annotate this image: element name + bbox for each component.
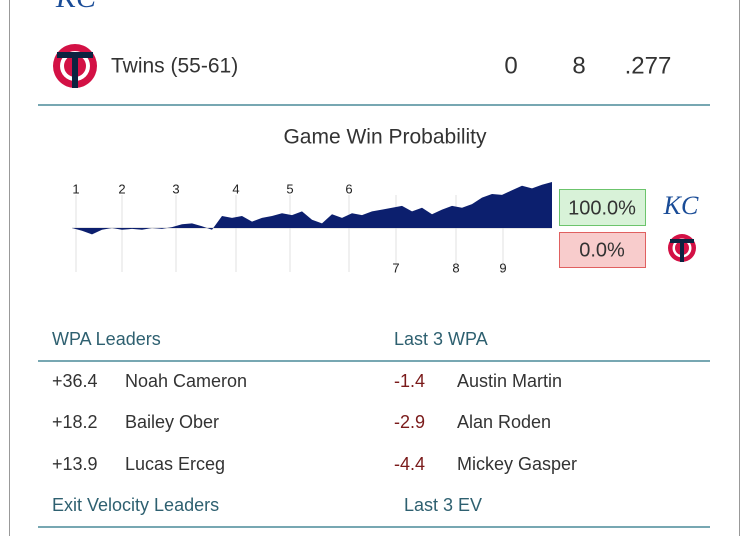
inning-label: 9 — [499, 260, 506, 275]
inning-label: 1 — [72, 181, 79, 196]
away-box — [559, 232, 646, 268]
player-name: Mickey Gasper — [457, 454, 577, 474]
wpa-rows: +36.4 Noah Cameron +18.2 Bailey Ober +13.9 Lu… — [52, 371, 577, 474]
home-prob: 100.0% — [568, 197, 636, 219]
last-wpa-title: Last 3 WPA — [394, 329, 488, 349]
inning-label: 2 — [118, 181, 125, 196]
royals-logo-small: KC — [663, 191, 699, 220]
twins-logo-small — [668, 234, 696, 262]
away-prob: 0.0% — [579, 239, 625, 261]
wpa-value: +36.4 — [52, 371, 98, 391]
last-ev-title: Last 3 EV — [404, 495, 482, 515]
inning-label: 5 — [286, 181, 293, 196]
home-box — [559, 189, 646, 226]
wpa-value: -2.9 — [394, 412, 425, 432]
player-name: Alan Roden — [457, 412, 551, 432]
inning-label: 8 — [452, 260, 459, 275]
inning-label: 4 — [232, 181, 239, 196]
wpa-value: +18.2 — [52, 412, 98, 432]
hits: 8 — [572, 52, 585, 79]
inning-label: 7 — [392, 260, 399, 275]
wp-area — [72, 182, 552, 235]
wpa-leaders-title: WPA Leaders — [52, 329, 161, 349]
player-name: Austin Martin — [457, 371, 562, 391]
inning-label: 3 — [172, 181, 179, 196]
player-name: Noah Cameron — [125, 371, 247, 391]
wp-title: Game Win Probability — [283, 126, 487, 149]
wpa-value: -1.4 — [394, 371, 425, 391]
player-name: Bailey Ober — [125, 412, 219, 432]
ev-leaders-title: Exit Velocity Leaders — [52, 495, 219, 515]
wpa-value: -4.4 — [394, 454, 425, 474]
royals-logo: KC — [55, 0, 97, 14]
average: .277 — [625, 52, 672, 79]
player-name: Lucas Erceg — [125, 454, 225, 474]
wpa-value: +13.9 — [52, 454, 98, 474]
team-name: Twins (55-61) — [111, 55, 238, 78]
runs: 0 — [504, 52, 517, 79]
wp-chart: 1 2 3 4 5 6 7 8 9 — [72, 181, 552, 275]
twins-logo — [53, 44, 97, 88]
inning-label: 6 — [345, 181, 352, 196]
